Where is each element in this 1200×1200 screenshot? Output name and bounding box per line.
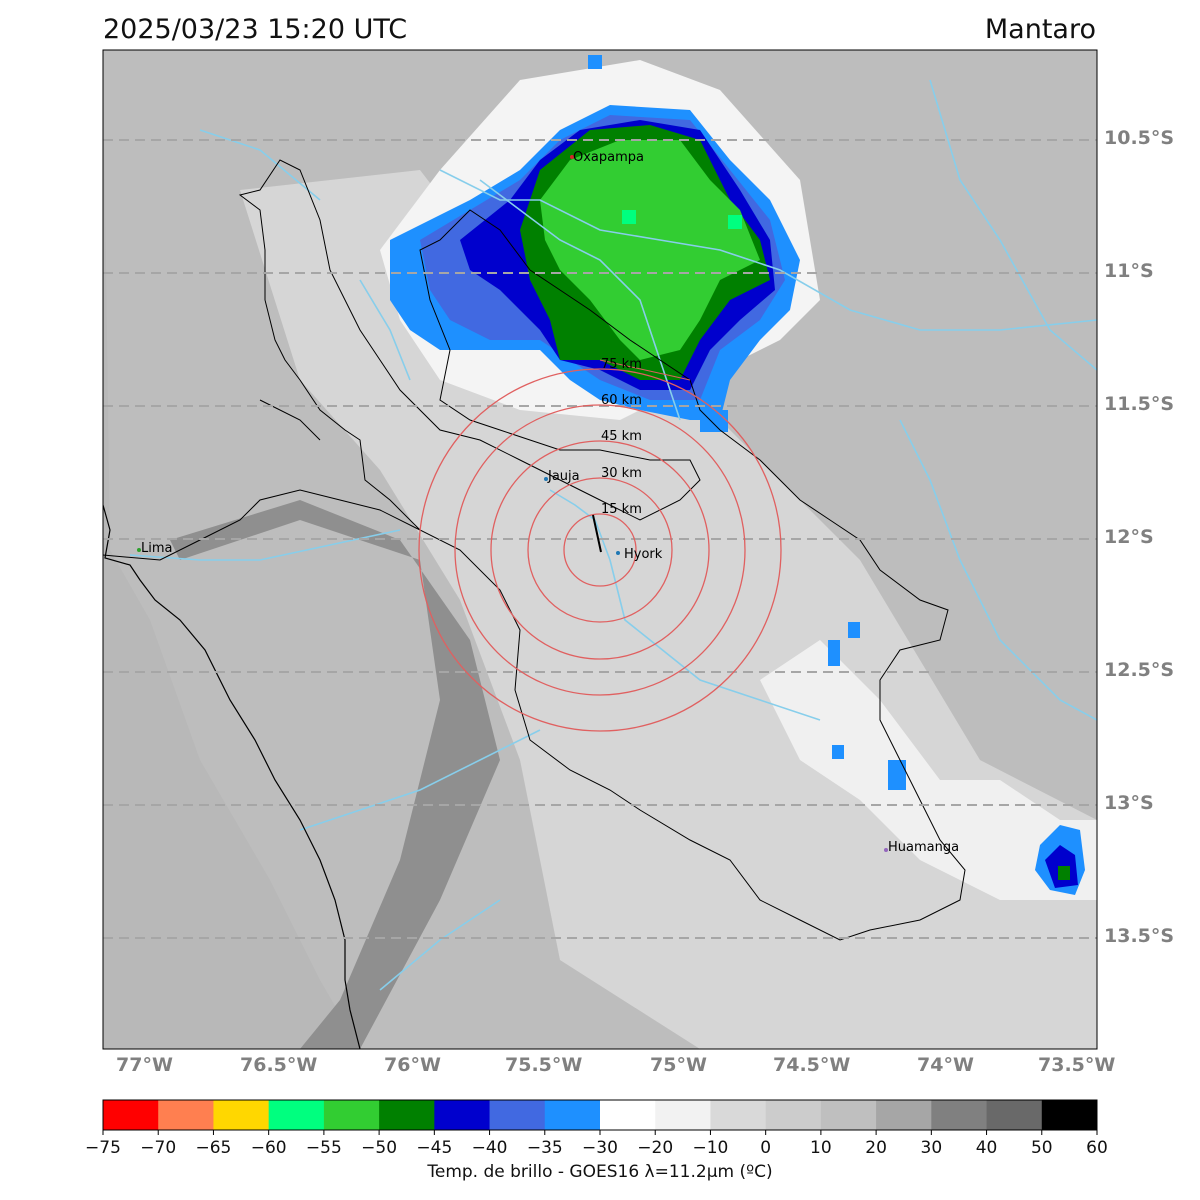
map-frame (102, 49, 1098, 1050)
cloud-cell-southeast-center (1058, 866, 1070, 880)
colorbar-tick-label: −45 (416, 1138, 453, 1158)
city-label-lima: Lima (141, 541, 172, 556)
highland-light-zone (240, 170, 1097, 1049)
ring-label: 75 km (601, 357, 642, 372)
coastline (103, 504, 361, 1049)
colorbar-segment (931, 1100, 988, 1130)
cloud-cell (848, 622, 860, 638)
eastern-highland-cloud (760, 640, 1097, 900)
colorbar-segment (379, 1100, 435, 1130)
latitude-label: 11.5°S (1104, 393, 1175, 415)
colorbar-segment (489, 1100, 546, 1130)
colorbar-tick-label: −40 (471, 1138, 508, 1158)
longitude-label: 76.5°W (240, 1054, 318, 1076)
city-marker-jauja (544, 477, 548, 481)
colorbar-frame (102, 1099, 1098, 1131)
colorbar-tick-label: −10 (692, 1138, 729, 1158)
colorbar-tick-label: 10 (810, 1138, 832, 1158)
colorbar-segment (820, 1100, 877, 1130)
cloud-cell (700, 410, 728, 432)
city-marker-huamanga (884, 848, 888, 852)
cloud-cell-north (588, 55, 602, 69)
cloud-core-minus55 (622, 210, 636, 224)
longitude-label: 75°W (650, 1054, 707, 1076)
colorbar-tick-label: −20 (637, 1138, 674, 1158)
colorbar-tick-label: −60 (250, 1138, 287, 1158)
colorbar-tick-label: 30 (920, 1138, 943, 1158)
ring-label: 60 km (601, 393, 642, 408)
latitude-label: 12°S (1104, 526, 1154, 548)
ring-label: 45 km (601, 429, 642, 444)
colorbar-tick-label: 20 (865, 1138, 887, 1158)
colorbar-segment (268, 1100, 325, 1130)
colorbar-tick-label: 40 (975, 1138, 998, 1158)
city-label-hyork: Hyork (624, 547, 663, 562)
city-marker-oxapampa (570, 155, 574, 159)
colorbar-tick-label: −65 (195, 1138, 232, 1158)
coastal-dark-zone (170, 500, 500, 1049)
rivers (129, 79, 1097, 991)
colorbar-tick-label: −55 (305, 1138, 342, 1158)
radar-beam-line (599, 359, 691, 381)
radar-beam-line (592, 514, 602, 553)
colorbar-segment (765, 1100, 822, 1130)
colorbar-segment (323, 1100, 380, 1130)
range-rings (418, 368, 782, 732)
longitude-label: 77°W (116, 1054, 173, 1076)
colorbar-segment (655, 1100, 711, 1130)
colorbar-segment (158, 1100, 214, 1130)
colorbar-segment (876, 1100, 932, 1130)
latitude-gridlines (103, 139, 1097, 939)
city-marker-lima (137, 548, 141, 552)
cloud-cell (888, 760, 906, 790)
colorbar-segment (213, 1100, 270, 1130)
cloud-core-minus55 (728, 215, 742, 229)
cloud-cell (828, 640, 840, 666)
region-boundary (103, 489, 421, 561)
colorbar-segment (544, 1100, 601, 1130)
latitude-label: 13°S (1104, 792, 1154, 814)
latitude-label: 10.5°S (1104, 127, 1175, 149)
city-label-oxapampa: Oxapampa (573, 150, 644, 165)
longitude-label: 73.5°W (1038, 1054, 1116, 1076)
city-label-huamanga: Huamanga (888, 840, 959, 855)
city-label-jauja: Jauja (547, 469, 580, 484)
colorbar-segment (103, 1100, 159, 1130)
ring-label: 30 km (601, 466, 642, 481)
longitude-label: 76°W (384, 1054, 441, 1076)
city-marker-hyork (616, 551, 620, 555)
colorbar-segment (434, 1100, 491, 1130)
latitude-label: 11°S (1104, 260, 1154, 282)
colorbar-tick-label: 60 (1086, 1138, 1108, 1158)
ring-label: 15 km (601, 502, 642, 517)
colorbar-tick-label: −30 (582, 1138, 618, 1158)
colorbar-tick-label: −35 (526, 1138, 563, 1158)
colorbar-tick-label: 0 (760, 1138, 772, 1158)
latitude-label: 12.5°S (1104, 659, 1175, 681)
colorbar-tick-label: −70 (140, 1138, 177, 1158)
colorbar-label: Temp. de brillo - GOES16 λ=11.2μm (ºC) (427, 1162, 773, 1182)
region-boundary (259, 399, 321, 441)
colorbar-tick-label: 50 (1030, 1138, 1053, 1158)
cloud-layer-minus50 (540, 140, 760, 360)
longitude-label: 75.5°W (505, 1054, 583, 1076)
satellite-map: 15 km 30 km 45 km 60 km 75 km Oxapampa J… (102, 49, 1098, 1050)
colorbar-tick-label: −50 (361, 1138, 398, 1158)
latitude-label: 13.5°S (1104, 925, 1175, 947)
colorbar-segment (986, 1100, 1043, 1130)
colorbar-segment (710, 1100, 767, 1130)
longitude-label: 74.5°W (773, 1054, 851, 1076)
warm-lowland-area (103, 50, 360, 1049)
map-datetime-title: 2025/03/23 15:20 UTC (103, 14, 408, 45)
colorbar-segment (600, 1100, 656, 1130)
longitude-label: 74°W (917, 1054, 974, 1076)
region-title: Mantaro (984, 14, 1096, 45)
colorbar-segment (1041, 1100, 1098, 1130)
cloud-cell (832, 745, 844, 759)
colorbar-tick-label: −75 (85, 1138, 121, 1158)
